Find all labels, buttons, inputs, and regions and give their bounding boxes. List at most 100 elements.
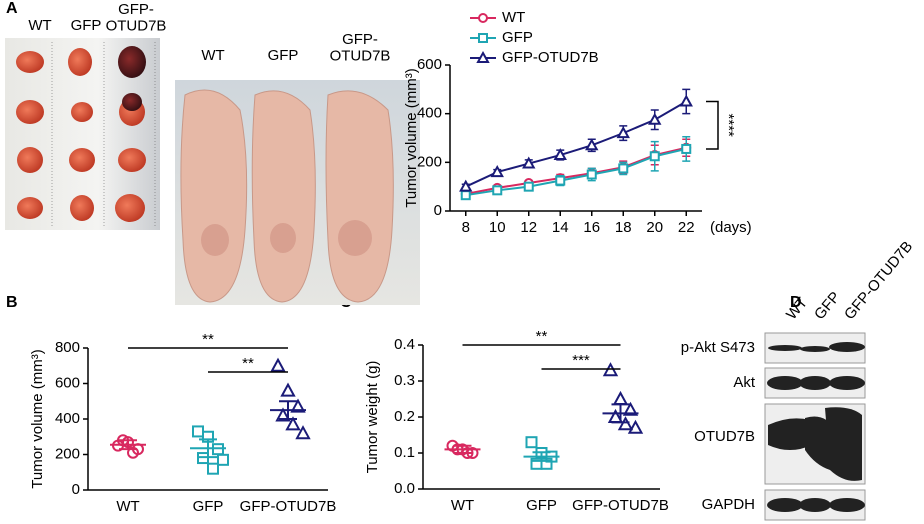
legend-label: GFP [502, 29, 533, 46]
x-axis-label: (days) [710, 219, 752, 236]
y-tick-label: 0.2 [394, 408, 415, 425]
photo-label: WT [28, 17, 51, 34]
mouse-photos [175, 80, 420, 305]
y-tick-label: 0.0 [394, 480, 415, 497]
sem-bar [199, 438, 217, 459]
x-tick-label: 20 [646, 219, 663, 236]
row-label: Akt [733, 374, 756, 391]
marker [553, 147, 567, 161]
marker [492, 185, 503, 196]
marker [460, 190, 471, 201]
x-tick-label: 22 [678, 219, 695, 236]
marker [627, 419, 644, 434]
marker [217, 453, 229, 466]
marker [679, 94, 693, 107]
panel-label: B [6, 294, 18, 311]
marker [622, 401, 639, 416]
marker [285, 416, 301, 431]
marker [616, 126, 630, 139]
significance-bracket [706, 100, 719, 150]
x-tick-label: 8 [462, 219, 470, 236]
significance-label: **** [720, 114, 737, 138]
x-tick-label: 12 [520, 219, 537, 236]
y-tick-label: 0.3 [394, 372, 415, 389]
legend-label: WT [502, 9, 525, 26]
y-tick-label: 200 [417, 153, 442, 170]
x-tick-label: WT [116, 498, 139, 515]
marker [478, 33, 488, 43]
y-tick-label: 400 [55, 410, 80, 427]
tumor-photos [5, 38, 160, 230]
sem-bar [611, 403, 630, 424]
marker [207, 462, 219, 475]
sem-bar [119, 439, 137, 451]
x-tick-label: GFP [193, 498, 224, 515]
series-line [465, 147, 687, 197]
marker [275, 407, 291, 422]
photo-label: WT [201, 47, 224, 64]
marker [476, 50, 490, 63]
marker [681, 143, 692, 154]
comparison-label: ** [202, 331, 214, 348]
y-tick-label: 600 [417, 56, 442, 73]
row-label: p-Akt S473 [681, 339, 755, 356]
x-tick-label: GFP [526, 497, 557, 514]
marker [490, 165, 504, 178]
marker [612, 390, 629, 405]
x-tick-label: 10 [489, 219, 506, 236]
y-tick-label: 0.1 [394, 444, 415, 461]
y-tick-label: 0.4 [394, 336, 415, 353]
legend-label: GFP-OTUD7B [502, 49, 599, 66]
y-axis-label: Tumor volume (mm³) [29, 349, 46, 488]
lane-label: GFP [811, 289, 844, 324]
comparison-label: ** [536, 328, 548, 345]
row-label: OTUD7B [694, 428, 755, 445]
y-tick-label: 0 [72, 481, 80, 498]
marker [192, 425, 204, 438]
marker [270, 357, 286, 372]
series-line [465, 146, 687, 195]
sem-bar [532, 451, 551, 462]
marker [127, 446, 139, 459]
y-tick-label: 800 [55, 339, 80, 356]
lane-label: GFP-OTUD7B [841, 238, 916, 323]
marker [280, 382, 296, 397]
marker [525, 436, 538, 449]
y-axis-label: Tumor weight (g) [364, 361, 381, 474]
photo-label: GFP-OTUD7B [330, 31, 391, 65]
y-tick-label: 0 [434, 202, 442, 219]
photo-label: GFP [268, 47, 299, 64]
panel-label: A [6, 0, 18, 17]
x-tick-label: GFP-OTUD7B [572, 497, 669, 514]
x-tick-label: GFP-OTUD7B [240, 498, 337, 515]
lane-label: WT [783, 294, 811, 323]
marker [618, 163, 629, 174]
marker [648, 112, 662, 125]
row-label: GAPDH [702, 496, 755, 513]
marker [540, 457, 553, 470]
comparison-label: *** [572, 352, 590, 369]
marker [459, 179, 473, 192]
marker [522, 156, 536, 169]
marker [586, 169, 597, 180]
x-tick-label: 16 [583, 219, 600, 236]
x-tick-label: WT [451, 497, 474, 514]
series-line [465, 100, 687, 188]
marker [523, 181, 534, 192]
marker [478, 13, 488, 23]
marker [585, 138, 599, 151]
y-tick-label: 400 [417, 105, 442, 122]
x-tick-label: 18 [615, 219, 632, 236]
marker [649, 151, 660, 162]
sem-bar [279, 400, 297, 420]
panel-label: D [790, 294, 802, 311]
sem-bar [453, 444, 472, 454]
y-axis-label: Tumor volume (mm³) [403, 68, 420, 207]
marker [617, 416, 634, 431]
marker [295, 425, 311, 440]
marker [555, 175, 566, 186]
comparison-label: ** [242, 355, 254, 372]
x-tick-label: 14 [552, 219, 569, 236]
photo-label: GFP-OTUD7B [106, 1, 167, 35]
